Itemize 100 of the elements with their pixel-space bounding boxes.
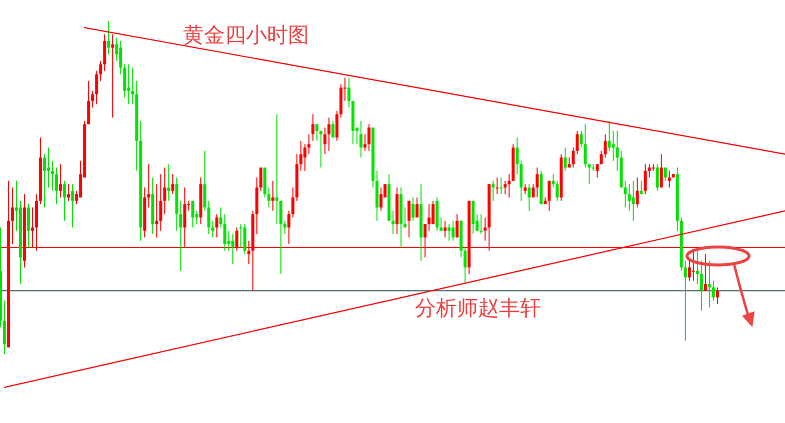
candlestick xyxy=(588,164,591,185)
candlestick xyxy=(267,187,270,208)
candlestick xyxy=(27,204,30,248)
candlestick xyxy=(163,167,166,215)
candlestick xyxy=(243,224,246,255)
candlestick xyxy=(688,260,691,282)
candlestick xyxy=(684,260,687,342)
candlestick xyxy=(103,34,106,72)
candlestick xyxy=(367,124,370,152)
candlestick xyxy=(323,127,326,155)
candlestick xyxy=(159,174,162,232)
candlestick xyxy=(516,137,519,175)
candlestick xyxy=(171,174,174,195)
candlestick xyxy=(584,124,587,168)
candlestick xyxy=(239,224,242,248)
candlestick xyxy=(123,64,126,98)
candlestick xyxy=(335,110,338,142)
candlestick xyxy=(271,180,274,212)
candlestick xyxy=(480,214,483,235)
candlestick xyxy=(580,130,583,148)
candlestick xyxy=(500,177,503,195)
candlestick xyxy=(412,196,415,222)
candlestick xyxy=(472,200,475,235)
candlestick xyxy=(640,180,643,195)
candlestick xyxy=(660,154,663,188)
candlestick xyxy=(456,214,459,238)
candlestick xyxy=(307,134,310,155)
candlestick xyxy=(576,130,579,155)
candlestick xyxy=(291,187,294,218)
candlestick xyxy=(275,114,278,225)
candlestick xyxy=(432,200,435,225)
candlestick xyxy=(359,120,362,158)
candlestick xyxy=(628,184,631,212)
candlestick xyxy=(303,144,306,172)
candlestick xyxy=(283,220,286,235)
candlestick xyxy=(600,150,603,165)
candlestick xyxy=(167,164,170,202)
candlestick xyxy=(484,216,487,242)
candlestick xyxy=(428,204,431,232)
candlestick xyxy=(203,150,206,212)
candlestick xyxy=(131,67,134,105)
candlestick xyxy=(211,220,214,238)
candlestick xyxy=(47,147,50,188)
candlestick xyxy=(596,164,599,178)
candlestick xyxy=(279,200,282,275)
candlestick xyxy=(492,180,495,202)
candlestick xyxy=(63,180,66,222)
candlestick xyxy=(59,164,62,198)
annotation: 分析师赵丰轩 xyxy=(415,296,541,320)
candlestick xyxy=(327,117,330,152)
candlestick xyxy=(155,184,158,238)
candlestick xyxy=(363,134,366,152)
candlestick xyxy=(3,300,6,354)
candlestick xyxy=(692,250,695,282)
candlestick xyxy=(440,216,443,232)
candlestick xyxy=(392,210,394,235)
candlestick xyxy=(231,234,234,265)
candlestick xyxy=(564,147,567,172)
candlestick xyxy=(612,130,615,162)
candlestick xyxy=(11,187,14,245)
candlestick xyxy=(331,120,334,138)
candlestick xyxy=(99,60,102,82)
candlestick xyxy=(408,200,411,238)
candlestick xyxy=(319,130,322,168)
candlestick xyxy=(404,206,407,228)
candlestick xyxy=(191,200,194,228)
candlestick xyxy=(299,140,302,172)
chart-title: 黄金四小时图 xyxy=(183,23,309,47)
candlestick xyxy=(448,224,451,242)
candlestick xyxy=(127,64,130,105)
candlestick xyxy=(207,200,210,235)
candlestick xyxy=(379,187,382,212)
candlestick xyxy=(536,167,539,198)
candlestick xyxy=(55,167,58,205)
candlestick xyxy=(87,80,90,125)
candlestick xyxy=(636,177,639,208)
candlestick xyxy=(696,250,699,285)
candlestick xyxy=(311,114,314,142)
candlestick xyxy=(604,134,607,158)
candlestick xyxy=(716,286,719,305)
candlestick xyxy=(616,130,619,172)
candlestick xyxy=(95,70,98,105)
candlestick xyxy=(71,184,74,228)
candlestick xyxy=(179,200,182,272)
candlestick xyxy=(67,184,70,202)
candlestick xyxy=(644,164,647,195)
candlestick xyxy=(416,196,419,218)
candlestick xyxy=(51,160,54,192)
candlestick xyxy=(464,246,467,285)
candlestick xyxy=(504,180,507,195)
candlestick xyxy=(668,170,671,188)
candlestick xyxy=(119,40,122,75)
candlestick xyxy=(632,180,635,222)
candlestick xyxy=(147,164,150,208)
candlestick xyxy=(520,160,523,202)
candlestick xyxy=(287,210,290,245)
candlestick xyxy=(704,254,707,292)
candlestick xyxy=(712,280,715,302)
candlestick xyxy=(315,124,318,142)
candlestick xyxy=(452,220,455,242)
